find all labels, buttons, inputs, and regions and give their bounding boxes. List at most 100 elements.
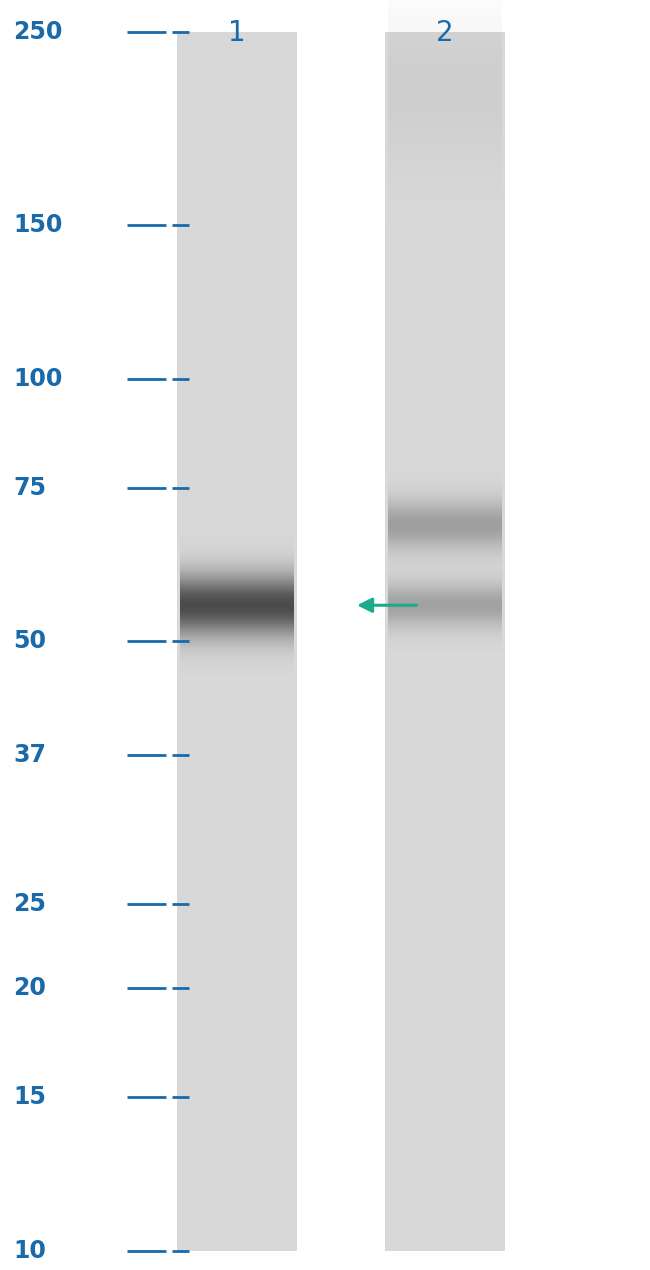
Bar xyxy=(389,77,502,79)
Bar xyxy=(389,86,502,88)
Bar xyxy=(389,27,502,28)
Bar xyxy=(389,13,502,14)
Text: 1: 1 xyxy=(228,19,246,47)
Text: 100: 100 xyxy=(13,367,62,391)
Bar xyxy=(389,3,502,4)
Bar xyxy=(389,213,502,215)
Bar xyxy=(389,109,502,110)
Bar xyxy=(389,32,502,33)
Bar xyxy=(389,145,502,146)
Bar xyxy=(389,66,502,67)
Bar xyxy=(389,116,502,118)
Bar xyxy=(389,183,502,184)
Bar xyxy=(389,182,502,183)
Bar xyxy=(389,133,502,135)
Bar xyxy=(389,138,502,140)
Bar xyxy=(389,47,502,50)
Bar xyxy=(389,126,502,127)
Text: 37: 37 xyxy=(13,743,46,767)
Bar xyxy=(389,23,502,24)
Bar xyxy=(389,152,502,154)
Bar xyxy=(389,6,502,9)
Bar xyxy=(389,136,502,137)
Bar xyxy=(389,74,502,76)
Bar xyxy=(389,100,502,102)
Bar xyxy=(389,122,502,123)
Bar xyxy=(389,64,502,65)
Bar xyxy=(389,203,502,204)
Bar xyxy=(389,46,502,47)
Bar xyxy=(389,178,502,179)
Bar xyxy=(389,57,502,58)
Bar xyxy=(389,83,502,84)
Bar xyxy=(389,79,502,80)
Bar xyxy=(389,187,502,188)
Text: 15: 15 xyxy=(13,1086,46,1110)
Bar xyxy=(389,65,502,66)
Bar xyxy=(389,173,502,174)
Bar xyxy=(389,69,502,70)
Bar xyxy=(389,41,502,42)
Bar xyxy=(389,22,502,23)
Bar xyxy=(389,196,502,197)
Bar xyxy=(389,169,502,170)
Bar xyxy=(389,30,502,32)
Bar xyxy=(389,128,502,131)
Bar xyxy=(389,161,502,163)
Bar xyxy=(389,51,502,52)
Bar xyxy=(389,199,502,201)
Bar xyxy=(389,71,502,72)
Bar xyxy=(389,184,502,187)
Bar xyxy=(389,218,502,220)
Bar xyxy=(389,194,502,196)
Bar xyxy=(389,85,502,86)
Bar xyxy=(389,113,502,114)
Bar xyxy=(389,61,502,64)
Bar xyxy=(389,88,502,90)
Bar xyxy=(389,110,502,112)
Bar xyxy=(389,10,502,11)
Bar xyxy=(389,141,502,142)
Text: 250: 250 xyxy=(13,20,62,43)
Bar xyxy=(389,50,502,51)
Bar xyxy=(389,93,502,94)
Bar xyxy=(389,70,502,71)
Bar xyxy=(389,114,502,116)
Bar xyxy=(389,177,502,178)
Bar xyxy=(389,67,502,69)
Bar xyxy=(389,94,502,95)
Bar xyxy=(389,156,502,159)
Bar xyxy=(389,104,502,105)
Bar xyxy=(389,154,502,155)
Bar xyxy=(389,102,502,104)
Bar xyxy=(389,220,502,221)
Bar xyxy=(389,76,502,77)
Bar xyxy=(389,15,502,17)
Bar xyxy=(389,80,502,81)
Bar xyxy=(389,52,502,53)
Bar xyxy=(389,168,502,169)
Bar xyxy=(389,84,502,85)
Bar xyxy=(389,4,502,5)
Bar xyxy=(389,29,502,30)
Bar xyxy=(389,37,502,38)
Bar xyxy=(389,163,502,164)
Bar xyxy=(389,189,502,190)
Bar xyxy=(389,1,502,3)
Bar xyxy=(389,216,502,217)
Bar xyxy=(389,14,502,15)
Bar xyxy=(389,174,502,175)
Bar xyxy=(389,17,502,18)
Bar xyxy=(389,81,502,83)
Bar xyxy=(389,55,502,56)
Text: 75: 75 xyxy=(13,476,46,500)
Bar xyxy=(389,142,502,145)
Bar xyxy=(389,202,502,203)
Bar xyxy=(389,164,502,165)
Text: 150: 150 xyxy=(13,213,62,237)
Bar xyxy=(389,58,502,60)
Bar xyxy=(389,42,502,43)
Bar xyxy=(389,105,502,107)
Bar xyxy=(389,135,502,136)
Bar xyxy=(389,165,502,166)
